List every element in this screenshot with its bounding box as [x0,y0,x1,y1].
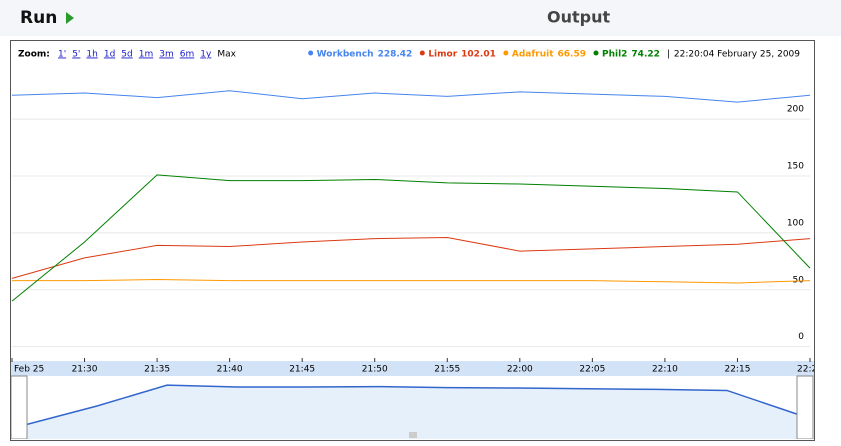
legend-value: 74.22 [631,50,659,60]
zoom-option[interactable]: 5' [72,50,80,60]
series-line [12,279,811,284]
legend-name: Limor [428,50,457,60]
x-tick-label: 22:10 [652,365,678,375]
zoom-option[interactable]: Max [217,50,236,60]
x-tick-label: 21:45 [289,365,315,375]
time-axis-band [11,361,814,376]
legend: Workbench 228.42 Limor 102.01 Adafruit 66.59 P… [308,50,800,60]
zoom-option[interactable]: 1y [200,50,212,60]
legend-value: 228.42 [378,50,413,60]
navigator-grip[interactable] [409,432,417,438]
legend-dot [308,50,314,56]
zoom-option[interactable]: 1d [104,50,115,60]
series-line [11,236,811,279]
legend-name: Phil2 [602,50,627,60]
legend-name: Adafruit [512,50,554,60]
zoom-option[interactable]: 1m [139,50,154,60]
legend-dot [593,50,599,56]
zoom-option[interactable]: 6m [180,50,195,60]
x-tick-label: 22:05 [579,365,605,375]
x-tick-label: 21:35 [144,365,170,375]
navigator-area [27,385,797,439]
legend-dot [503,50,509,56]
output-label: Output [547,8,610,27]
navigator-handle-left[interactable] [11,375,28,439]
navigator-line [26,384,798,426]
y-tick-label: 0 [798,332,804,342]
legend-dot [419,50,425,56]
x-tick-label: 22:15 [724,365,750,375]
zoom-option[interactable]: 3m [159,50,174,60]
timestamp: 22:20:04 February 25, 2009 [674,50,800,60]
x-tick-label: 21:30 [72,365,98,375]
header-bar [0,0,841,36]
legend-name: Workbench [317,50,374,60]
y-tick-label: 50 [793,275,805,285]
zoom-option[interactable]: 1' [58,50,66,60]
y-tick-label: 100 [787,218,804,228]
zoom-option[interactable]: 1h [86,50,97,60]
plot-area: 0 50 100 150 200 Feb 25 21:30 21:35 21:40 21:45 21… [11,90,823,439]
run-icon[interactable] [66,12,74,24]
legend-separator: | [667,50,670,60]
legend-value: 66.59 [558,50,586,60]
navigator-handle-right[interactable] [796,375,814,439]
x-tick-label: Feb 25 [14,365,44,375]
series-line [11,90,811,103]
zoom-option[interactable]: 5d [121,50,132,60]
x-tick-label: 22:00 [507,365,533,375]
y-tick-label: 200 [787,105,804,115]
legend-value: 102.01 [461,50,496,60]
x-tick-label: 21:55 [434,365,460,375]
series-line [11,174,811,302]
zoom-label: Zoom: [18,50,50,60]
x-tick-label: 22:20 [797,365,823,375]
run-label[interactable]: Run [20,8,57,28]
y-tick-label: 150 [787,162,804,172]
x-tick-label: 21:40 [217,365,243,375]
x-tick-label: 21:50 [362,365,388,375]
